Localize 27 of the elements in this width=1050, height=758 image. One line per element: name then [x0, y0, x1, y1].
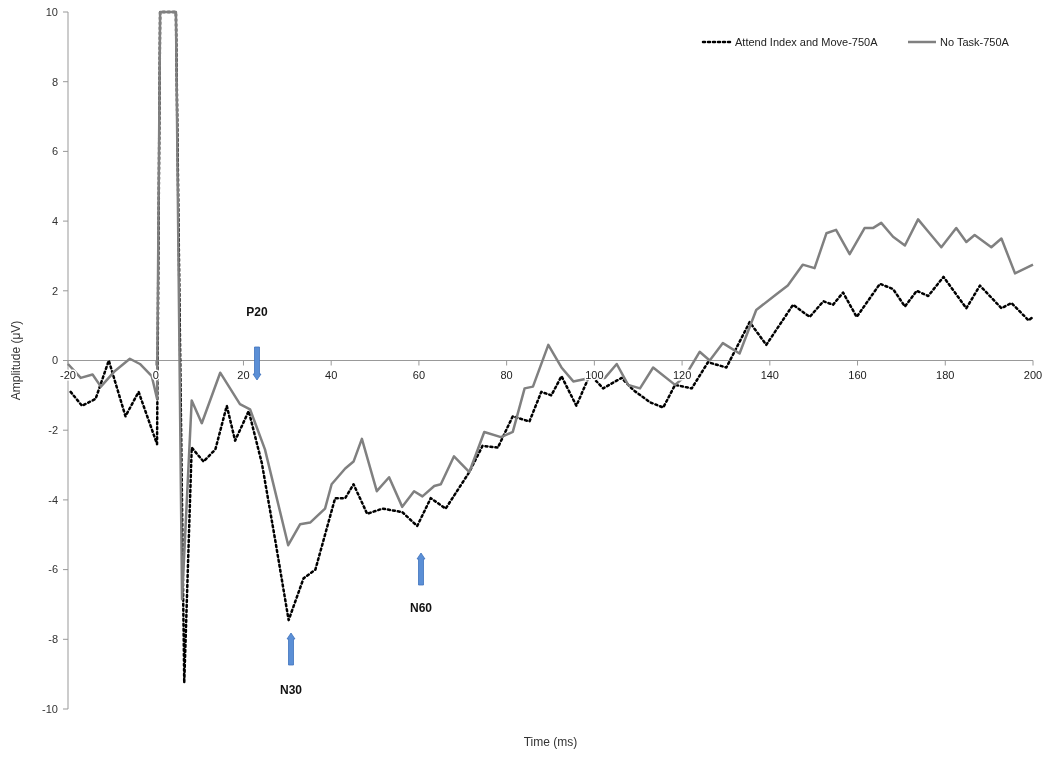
y-tick-label: 0 [51, 354, 58, 367]
x-tick-label: 180 [936, 368, 955, 381]
y-tick-label: 2 [51, 284, 58, 297]
y-tick-label: -10 [42, 702, 58, 715]
x-tick-label: -20 [60, 368, 76, 381]
legend-label: Attend Index and Move-750A [735, 35, 879, 48]
y-axis-title: Amplitude (μV) [9, 320, 23, 401]
x-tick-label: 140 [760, 368, 779, 381]
y-tick-label: 10 [45, 5, 58, 18]
y-tick-label: -8 [48, 633, 58, 646]
x-tick-label: 60 [412, 368, 426, 381]
x-tick-label: 80 [500, 368, 513, 381]
y-tick-label: 6 [51, 145, 58, 158]
x-tick-label: 20 [237, 368, 250, 381]
y-tick-label: 8 [51, 75, 58, 88]
y-tick-label: 4 [51, 214, 58, 227]
x-axis-title: Time (ms) [523, 735, 578, 749]
x-tick-label: 40 [325, 368, 338, 381]
x-tick-label: 200 [1023, 368, 1043, 381]
y-tick-label: -6 [48, 563, 58, 576]
annotation: N60 [409, 601, 433, 616]
legend-label: No Task-750A [940, 35, 1010, 48]
annotation: N30 [279, 683, 303, 698]
annotation: P20 [246, 305, 268, 320]
y-tick-label: -2 [48, 424, 58, 437]
y-tick-label: -4 [48, 493, 58, 506]
x-tick-label: 160 [848, 368, 867, 381]
